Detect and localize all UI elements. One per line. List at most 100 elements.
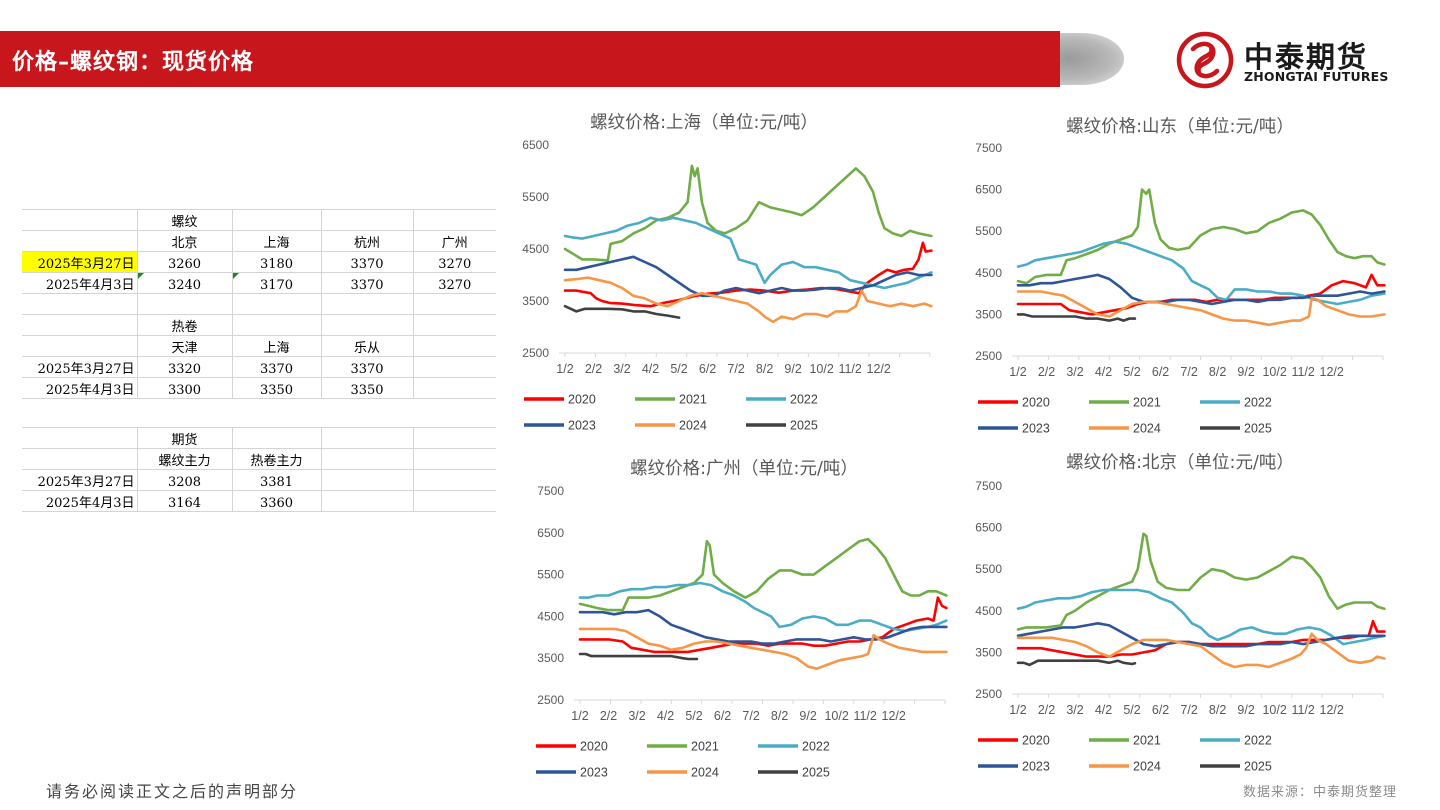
value-cell: 3270 <box>412 251 496 273</box>
x-tick-label: 6/2 <box>1152 703 1169 717</box>
page-title: 价格–螺纹钢：现货价格 <box>12 50 255 75</box>
series-line-2024 <box>578 627 948 670</box>
x-tick-label: 4/2 <box>642 362 659 376</box>
x-tick-label: 7/2 <box>1180 365 1197 379</box>
y-tick-label: 5500 <box>975 224 1002 238</box>
column-header <box>320 448 414 470</box>
legend-label: 2020 <box>568 393 596 407</box>
y-tick-label: 3500 <box>975 645 1002 659</box>
chart-title: 螺纹价格:北京（单位:元/吨） <box>1066 453 1294 473</box>
table-title: 热卷 <box>136 314 233 336</box>
series-line-2025 <box>563 304 681 319</box>
rebar-spot-table: 螺纹 北京 上海 杭州 广州 2025年3月27日 3260 3180 3370… <box>22 209 496 399</box>
value-cell <box>412 469 496 491</box>
column-header: 北京 <box>136 230 233 252</box>
x-tick-label: 5/2 <box>1123 365 1140 379</box>
value-cell: 3350 <box>320 377 414 399</box>
date-cell: 2025年3月27日 <box>22 469 138 491</box>
x-tick-label: 9/2 <box>1237 703 1254 717</box>
legend-label: 2022 <box>1244 396 1272 410</box>
logo-text-cn: 中泰期货 <box>1244 40 1369 74</box>
y-tick-label: 4500 <box>522 242 549 256</box>
x-tick-label: 6/2 <box>714 709 731 723</box>
legend-label: 2024 <box>1133 760 1161 774</box>
x-tick-label: 11/2 <box>853 709 876 723</box>
series-line-2022 <box>563 216 933 290</box>
value-cell <box>412 356 496 378</box>
x-tick-label: 9/2 <box>1237 365 1254 379</box>
table-row: 2025年4月3日 3164 3360 <box>22 490 496 512</box>
value-cell: 3370 <box>320 251 414 273</box>
series-line-2025 <box>1016 659 1137 667</box>
x-tick-label: 9/2 <box>799 709 816 723</box>
x-tick-label: 12/2 <box>867 362 891 376</box>
y-tick-label: 6500 <box>537 526 564 540</box>
x-tick-label: 5/2 <box>1123 703 1140 717</box>
x-tick-label: 8/2 <box>1209 365 1226 379</box>
series-line-2024 <box>1016 632 1386 669</box>
value-cell: 3370 <box>320 272 414 294</box>
date-cell: 2025年3月27日 <box>22 356 138 378</box>
date-cell: 2025年4月3日 <box>22 377 138 399</box>
x-tick-label: 1/2 <box>571 709 588 723</box>
y-tick-label: 2500 <box>537 693 564 707</box>
legend-label: 2024 <box>1133 422 1161 436</box>
series-line-2021 <box>563 164 933 262</box>
series-line-2025 <box>578 652 699 661</box>
legend-label: 2020 <box>580 740 608 754</box>
series-line-2021 <box>1016 188 1386 285</box>
x-tick-label: 11/2 <box>838 362 861 376</box>
series-line-2024 <box>1016 290 1386 327</box>
x-tick-label: 12/2 <box>882 709 906 723</box>
series-line-2024 <box>563 276 933 324</box>
x-tick-label: 2/2 <box>600 709 617 723</box>
x-tick-label: 2/2 <box>585 362 602 376</box>
y-tick-label: 4500 <box>975 266 1002 280</box>
x-tick-label: 9/2 <box>784 362 801 376</box>
y-tick-label: 3500 <box>537 651 564 665</box>
column-header: 上海 <box>231 335 322 357</box>
table-title: 螺纹 <box>136 209 233 231</box>
legend-label: 2021 <box>679 393 707 407</box>
x-tick-label: 7/2 <box>1180 703 1197 717</box>
legend-label: 2023 <box>1022 760 1050 774</box>
series-line-2020 <box>1016 273 1386 316</box>
series-line-2025 <box>1016 313 1137 322</box>
column-header: 天津 <box>136 335 233 357</box>
x-tick-label: 6/2 <box>699 362 716 376</box>
legend-label: 2022 <box>1244 734 1272 748</box>
y-tick-label: 7500 <box>537 484 564 498</box>
date-cell: 2025年3月27日 <box>22 251 138 273</box>
series-line-2023 <box>563 255 933 298</box>
x-tick-label: 10/2 <box>809 362 833 376</box>
y-tick-label: 5500 <box>522 190 549 204</box>
x-tick-label: 11/2 <box>1291 703 1314 717</box>
value-cell: 3370 <box>231 356 322 378</box>
y-tick-label: 2500 <box>975 349 1002 363</box>
column-header: 螺纹主力 <box>136 448 233 470</box>
table-row: 2025年3月27日 3260 3180 3370 3270 <box>22 251 496 273</box>
y-tick-label: 4500 <box>975 604 1002 618</box>
date-cell: 2025年4月3日 <box>22 490 138 512</box>
y-tick-label: 2500 <box>975 687 1002 701</box>
data-source-note: 数据来源：中泰期货整理 <box>1243 785 1398 800</box>
legend-label: 2021 <box>691 740 719 754</box>
value-cell: 3240 <box>136 272 233 294</box>
x-tick-label: 7/2 <box>742 709 759 723</box>
value-cell: 3300 <box>136 377 233 399</box>
x-tick-label: 3/2 <box>1066 703 1083 717</box>
series-line-2020 <box>563 241 933 308</box>
series-line-2023 <box>578 608 948 645</box>
value-cell: 3164 <box>136 490 233 512</box>
y-tick-label: 7500 <box>975 479 1002 493</box>
x-tick-label: 11/2 <box>1291 365 1314 379</box>
y-tick-label: 2500 <box>522 346 549 360</box>
legend-label: 2022 <box>790 393 818 407</box>
value-cell: 3360 <box>231 490 322 512</box>
column-header <box>412 448 496 470</box>
futures-table: 期货 螺纹主力 热卷主力 2025年3月27日 3208 3381 2025年4… <box>22 427 496 512</box>
series-line-2022 <box>1016 588 1386 646</box>
chart-shanghai: 螺纹价格:上海（单位:元/吨） 2500 3500 4500 5500 6500 1/2 2/… <box>522 113 933 433</box>
y-tick-label: 4500 <box>537 609 564 623</box>
x-tick-label: 7/2 <box>727 362 744 376</box>
